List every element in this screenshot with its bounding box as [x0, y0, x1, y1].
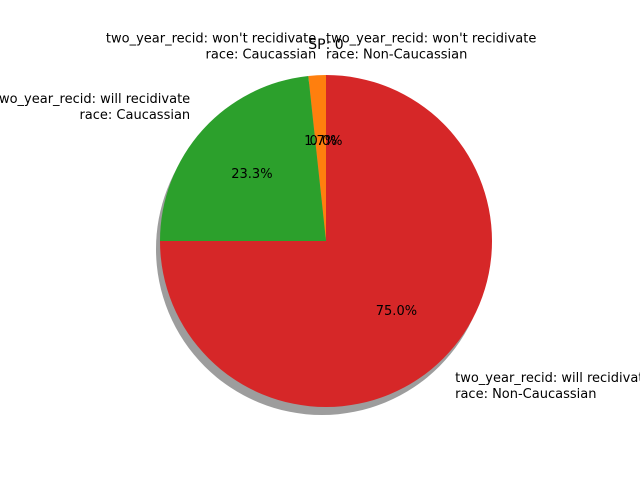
- slice-label-two-year-recid-won-t-recidivate-race-caucassian: two_year_recid: won't recidivate race: Ca…: [106, 32, 316, 63]
- slice-label-two-year-recid-will-recidivate-race-caucassian: two_year_recid: will recidivate race: Cau…: [0, 92, 190, 123]
- slice-labels: two_year_recid: won't recidivate race: No…: [0, 31, 640, 402]
- pie-slices: [160, 75, 492, 407]
- pct-label-two-year-recid-won-t-recidivate-race-caucassian: 1.7%: [304, 134, 337, 149]
- pct-label-two-year-recid-won-t-recidivate-race-non-caucassian: 0.0%: [309, 134, 342, 149]
- pct-label-two-year-recid-will-recidivate-race-caucassian: 23.3%: [231, 167, 272, 182]
- slice-two-year-recid-will-recidivate-race-non-caucassian: [160, 75, 492, 407]
- percentage-labels: 0.0%1.7% 23.3% 75.0%: [231, 134, 417, 319]
- slice-label-line: race: Non-Caucassian: [326, 47, 467, 62]
- slice-two-year-recid-will-recidivate-race-caucassian: [160, 75, 326, 241]
- slice-label-line: race: Non-Caucassian: [455, 387, 596, 402]
- pct-label-two-year-recid-will-recidivate-race-non-caucassian: 75.0%: [376, 304, 417, 319]
- slice-label-line: two_year_recid: will recidivate: [0, 92, 190, 107]
- slice-label-two-year-recid-will-recidivate-race-non-caucassian: two_year_recid: will recidivate race: Non…: [455, 371, 640, 402]
- slice-two-year-recid-won-t-recidivate-race-caucassian: [308, 75, 326, 241]
- slice-label-line: two_year_recid: will recidivate: [455, 371, 640, 386]
- slice-label-line: two_year_recid: won't recidivate: [326, 31, 536, 46]
- slice-label-two-year-recid-won-t-recidivate-race-non-caucassian: two_year_recid: won't recidivate race: No…: [326, 31, 536, 62]
- slice-label-line: race: Caucassian: [206, 48, 317, 63]
- slice-label-line: two_year_recid: won't recidivate: [106, 32, 316, 47]
- chart-title: SP: 0: [308, 37, 343, 53]
- slice-label-line: race: Caucassian: [79, 108, 190, 123]
